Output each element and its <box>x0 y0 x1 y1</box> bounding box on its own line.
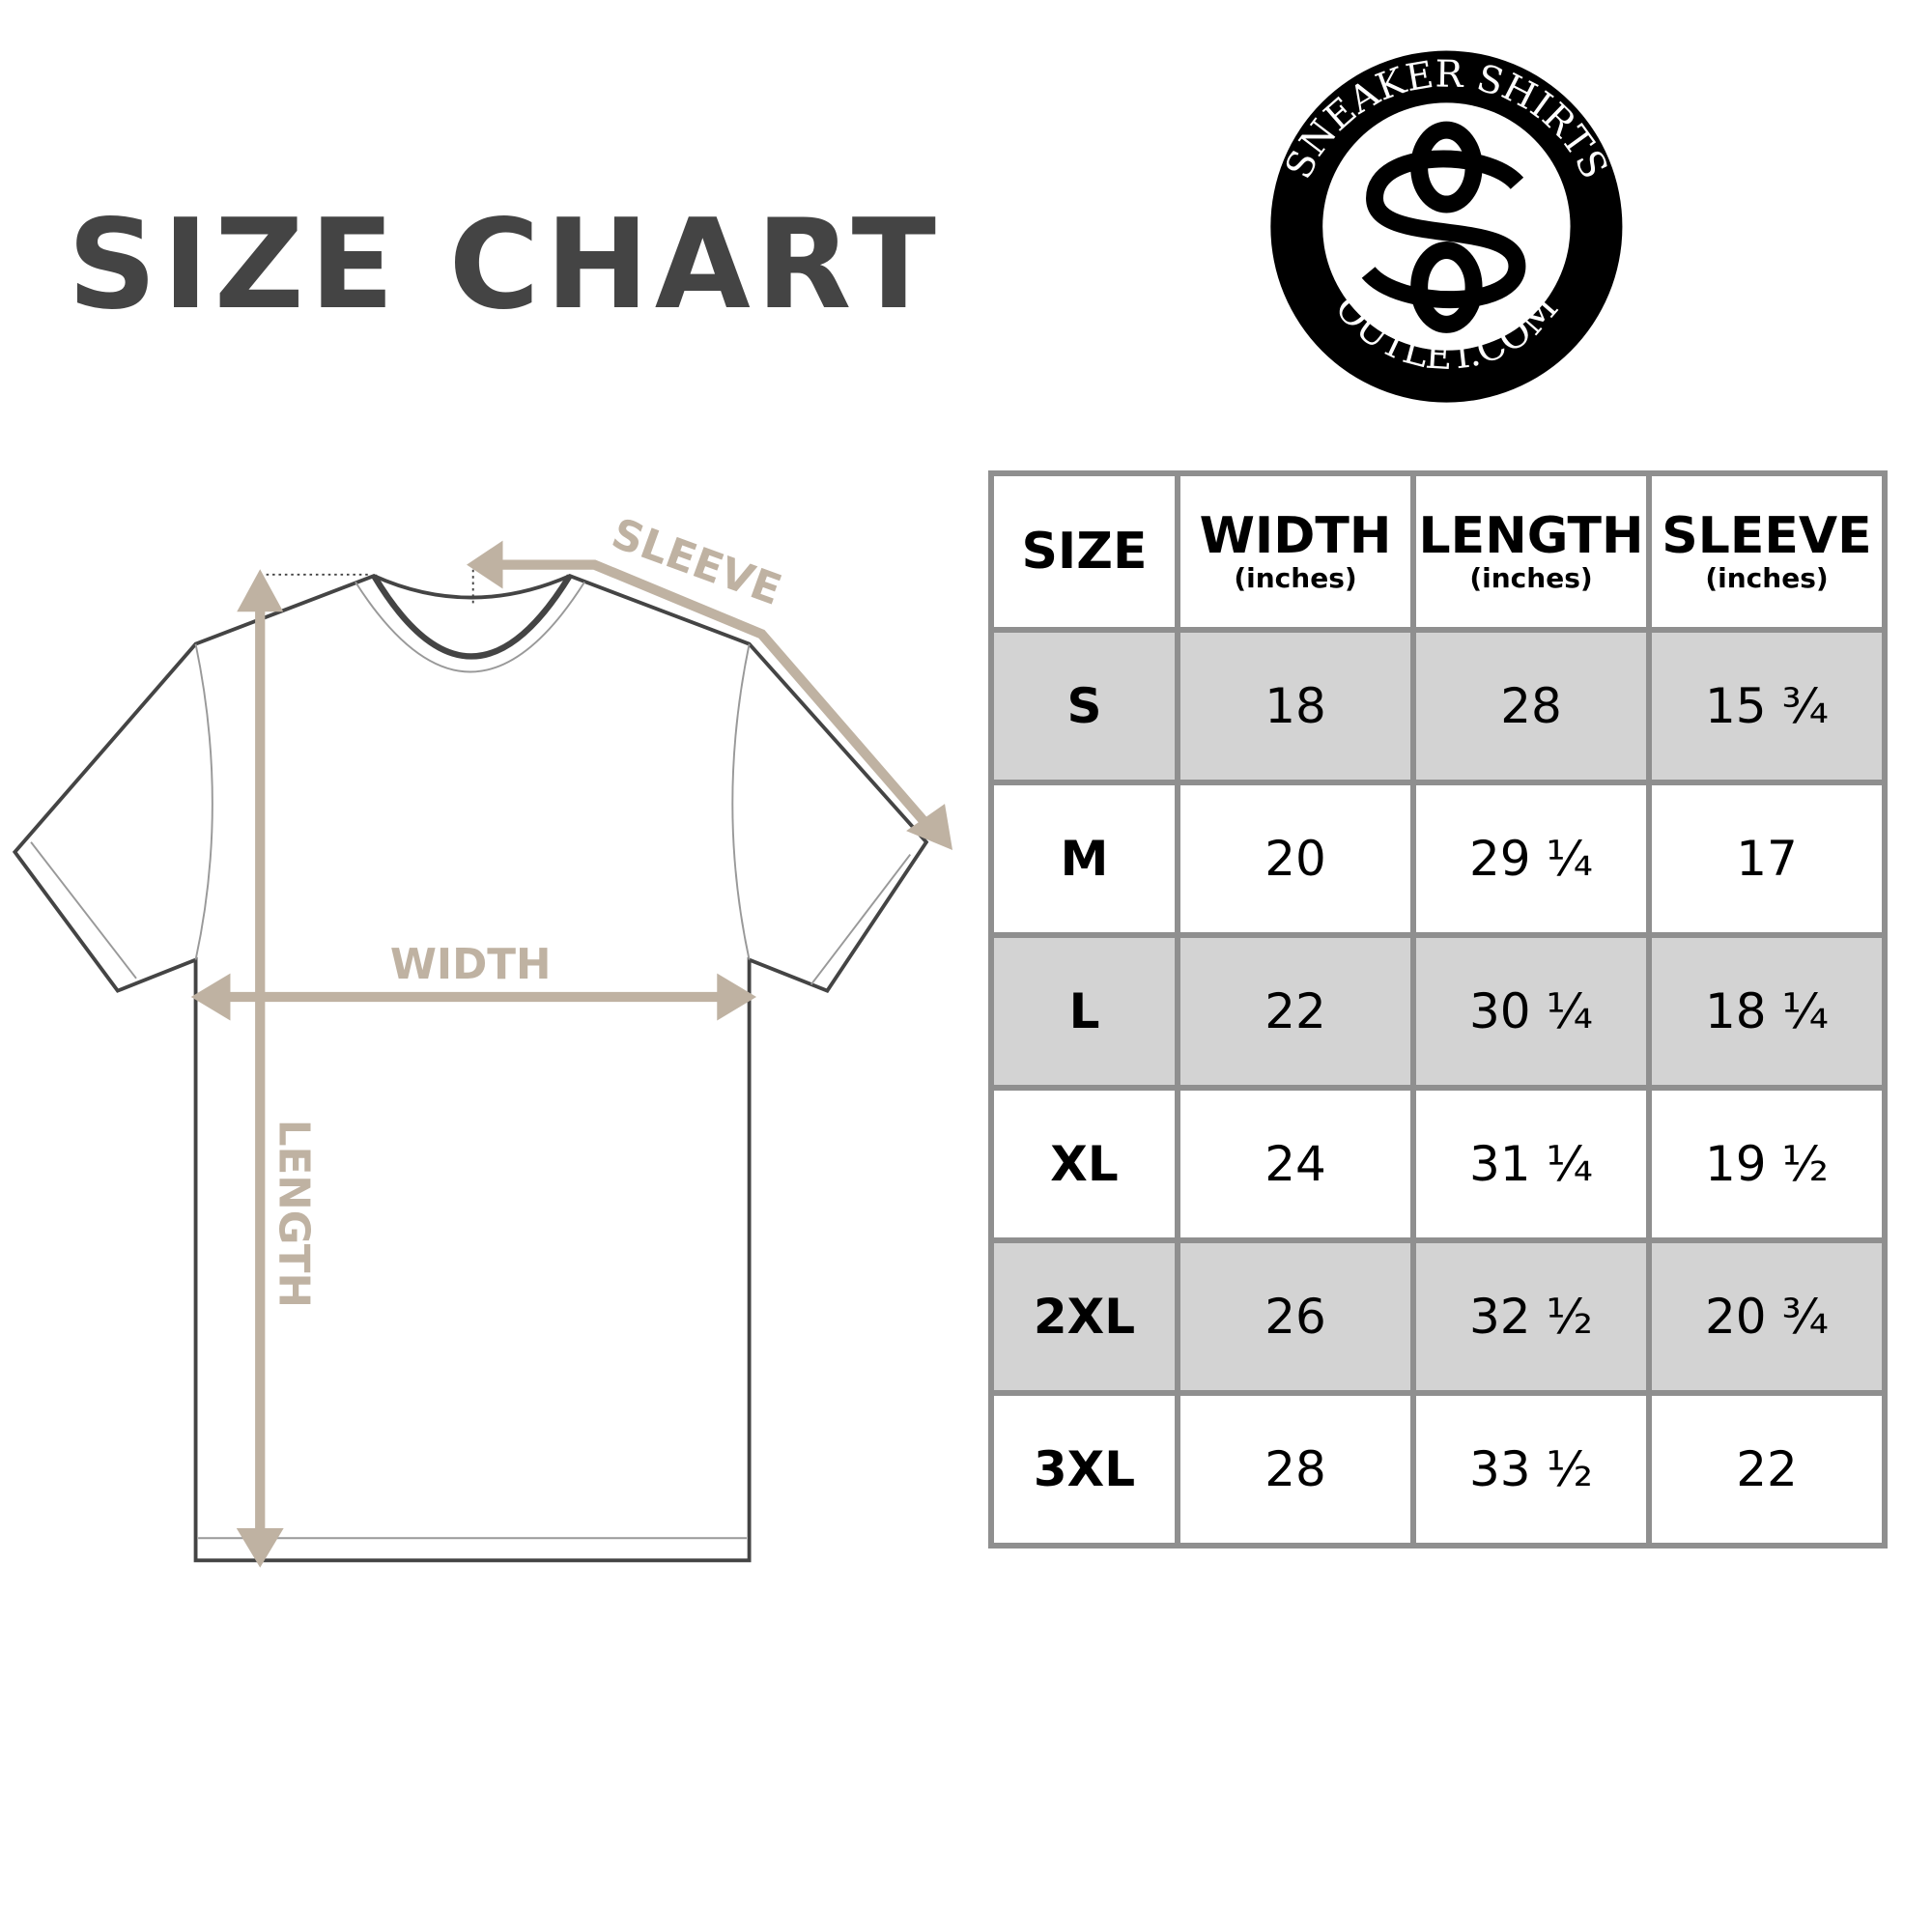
table-row: M 20 29 ¼ 17 <box>988 780 1888 938</box>
sleeve-cell: 20 ¾ <box>1646 1237 1888 1396</box>
width-label: WIDTH <box>390 941 552 989</box>
page-title: SIZE CHART <box>68 193 942 337</box>
size-cell: L <box>988 932 1180 1091</box>
table-row: S 18 28 15 ¾ <box>988 627 1888 785</box>
width-cell: 26 <box>1175 1237 1416 1396</box>
table-row: L 22 30 ¼ 18 ¼ <box>988 932 1888 1091</box>
size-cell: M <box>988 780 1180 938</box>
width-cell: 28 <box>1175 1390 1416 1548</box>
header-sleeve: SLEEVE (inches) <box>1646 470 1888 633</box>
size-cell: 2XL <box>988 1237 1180 1396</box>
length-cell: 31 ¼ <box>1410 1085 1652 1243</box>
brand-logo: SNEAKER SHIRTS OUTLET.COM <box>1270 50 1623 403</box>
table-row: XL 24 31 ¼ 19 ½ <box>988 1085 1888 1243</box>
table-header-row: SIZE WIDTH (inches) LENGTH (inches) SLEEVE… <box>988 470 1888 633</box>
width-cell: 24 <box>1175 1085 1416 1243</box>
logo-monogram-icon <box>1361 121 1526 333</box>
length-cell: 30 ¼ <box>1410 932 1652 1091</box>
size-cell: 3XL <box>988 1390 1180 1548</box>
width-cell: 18 <box>1175 627 1416 785</box>
sleeve-cell: 17 <box>1646 780 1888 938</box>
header-length: LENGTH (inches) <box>1410 470 1652 633</box>
size-cell: XL <box>988 1085 1180 1243</box>
length-cell: 33 ½ <box>1410 1390 1652 1548</box>
length-cell: 29 ¼ <box>1410 780 1652 938</box>
length-cell: 28 <box>1410 627 1652 785</box>
width-cell: 22 <box>1175 932 1416 1091</box>
length-cell: 32 ½ <box>1410 1237 1652 1396</box>
table-row: 2XL 26 32 ½ 20 ¾ <box>988 1237 1888 1396</box>
table-row: 3XL 28 33 ½ 22 <box>988 1390 1888 1548</box>
size-table: SIZE WIDTH (inches) LENGTH (inches) SLEEVE… <box>988 470 1888 1548</box>
header-size: SIZE <box>988 470 1180 633</box>
header-width: WIDTH (inches) <box>1175 470 1416 633</box>
measurement-arrows <box>190 540 953 1568</box>
length-label: LENGTH <box>270 1120 318 1308</box>
sleeve-cell: 15 ¾ <box>1646 627 1888 785</box>
sleeve-cell: 18 ¼ <box>1646 932 1888 1091</box>
tshirt-diagram <box>12 563 929 1563</box>
sleeve-cell: 19 ½ <box>1646 1085 1888 1243</box>
size-cell: S <box>988 627 1180 785</box>
sleeve-cell: 22 <box>1646 1390 1888 1548</box>
width-cell: 20 <box>1175 780 1416 938</box>
